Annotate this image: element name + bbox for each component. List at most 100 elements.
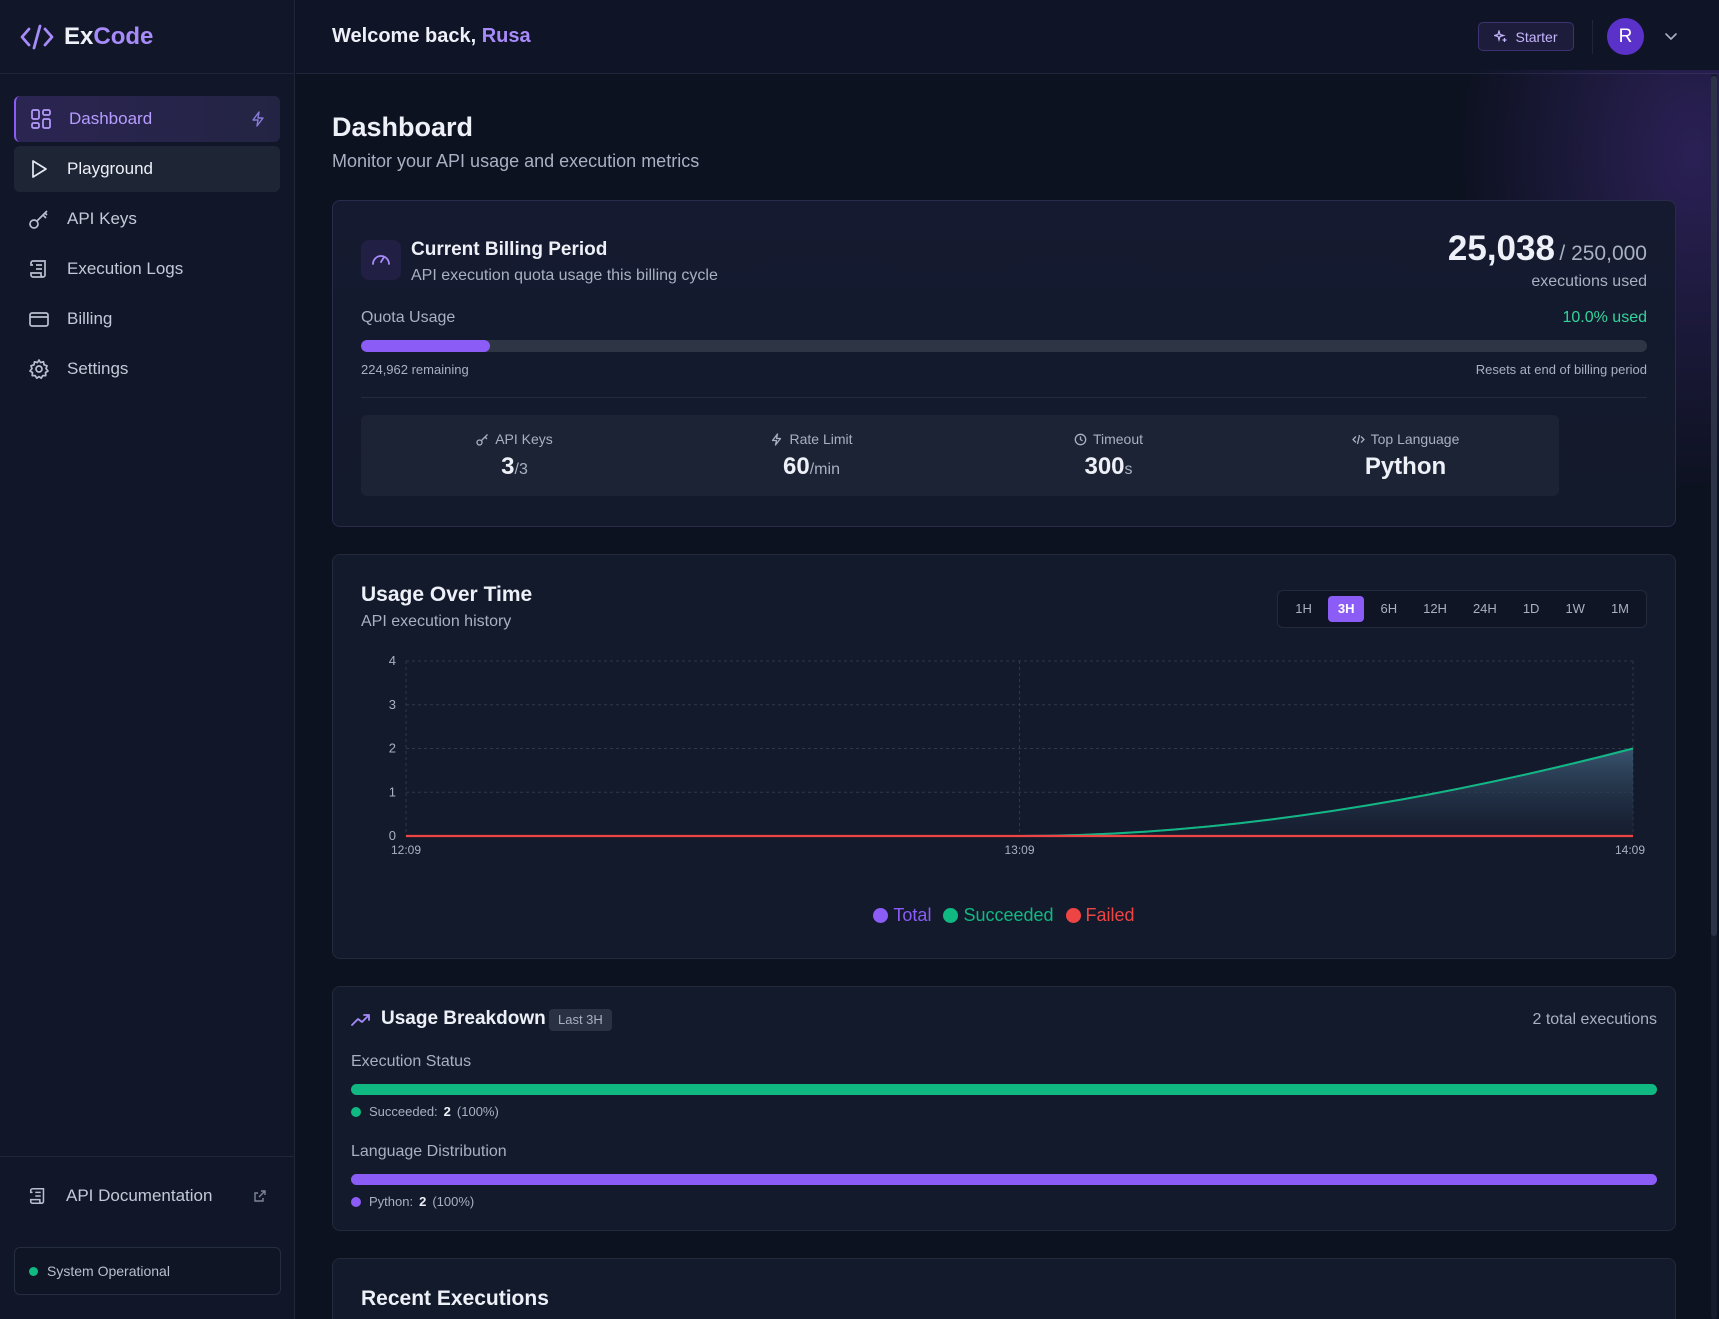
top-header: Welcome back, Rusa Starter R — [296, 0, 1719, 74]
recent-executions-title: Recent Executions — [361, 1287, 549, 1310]
stat-timeout: Timeout 300s — [955, 415, 1262, 496]
quota-usage-label: Quota Usage — [361, 309, 456, 326]
key-icon — [476, 433, 489, 446]
execution-status-legend: Succeeded: 2 (100%) — [351, 1104, 499, 1119]
range-tab-1h[interactable]: 1H — [1295, 601, 1312, 616]
plan-badge-button[interactable]: Starter — [1478, 22, 1574, 51]
stat-label: Timeout — [955, 431, 1262, 447]
stat-value: 300s — [955, 453, 1262, 481]
sidebar-item-api-keys[interactable]: API Keys — [14, 196, 280, 242]
sidebar-item-label: Dashboard — [69, 109, 153, 128]
dashboard-icon — [31, 109, 51, 129]
legend-item-total[interactable]: Total — [873, 905, 931, 926]
range-tab-24h[interactable]: 24H — [1472, 601, 1497, 616]
legend-label: Failed — [1085, 905, 1135, 925]
series-total-area — [406, 748, 1633, 836]
page-title: Dashboard — [332, 112, 474, 142]
language-distribution-legend: Python: 2 (100%) — [351, 1194, 474, 1209]
legend-label: Total — [893, 905, 932, 925]
bolt-icon — [252, 111, 264, 127]
x-tick-label: 13:09 — [1004, 843, 1034, 855]
legend-dot-icon — [873, 908, 889, 923]
usage-subtitle: API execution history — [361, 613, 512, 630]
stat-value-unit: /3 — [514, 461, 528, 478]
billing-title: Current Billing Period — [411, 239, 608, 260]
language-legend-count: 2 — [419, 1194, 427, 1209]
executions-used: 25,038 / 250,000 — [1448, 229, 1647, 269]
avatar[interactable]: R — [1607, 18, 1644, 55]
api-documentation-link[interactable]: API Documentation — [14, 1171, 281, 1221]
sidebar-item-dashboard[interactable]: Dashboard — [14, 96, 280, 142]
legend-item-failed[interactable]: Failed — [1065, 905, 1135, 926]
quota-remaining: 224,962 remaining — [361, 362, 469, 377]
stat-label-text: Timeout — [1092, 431, 1144, 447]
scroll-icon — [29, 1187, 45, 1205]
sidebar-item-playground[interactable]: Playground — [14, 146, 280, 192]
sidebar-item-label: Execution Logs — [67, 259, 184, 278]
welcome-text: Welcome back, — [332, 25, 477, 47]
clock-icon — [1074, 433, 1087, 445]
sidebar-item-label: API Keys — [67, 209, 137, 228]
chevron-down-icon[interactable] — [1663, 28, 1679, 44]
plan-label: Starter — [1515, 28, 1558, 45]
executions-used-count: 25,038 — [1447, 229, 1555, 268]
billing-period-card: Current Billing Period API execution quo… — [332, 200, 1676, 527]
chart-legend: Total Succeeded Failed — [333, 905, 1675, 926]
x-tick-label: 12:09 — [391, 843, 421, 855]
gear-icon — [29, 359, 49, 380]
sparkles-icon — [1494, 30, 1507, 43]
page-subtitle: Monitor your API usage and execution met… — [332, 151, 700, 171]
language-distribution-title: Language Distribution — [351, 1143, 507, 1160]
status-legend-label: Succeeded: — [369, 1104, 438, 1119]
x-tick-label: 14:09 — [1615, 843, 1645, 855]
code-logo-icon — [20, 24, 54, 49]
status-legend-pct: (100%) — [456, 1104, 499, 1119]
range-tab-1d[interactable]: 1D — [1522, 601, 1540, 616]
sidebar-item-billing[interactable]: Billing — [14, 296, 280, 342]
sidebar-item-settings[interactable]: Settings — [14, 346, 280, 392]
status-dot-icon — [29, 1266, 38, 1276]
page-scrollbar[interactable] — [1711, 74, 1717, 1319]
stat-label: Top Language — [1252, 431, 1559, 447]
sidebar: ExCode Dashboard Playground API Keys — [0, 0, 295, 1319]
brand[interactable]: ExCode — [0, 0, 294, 74]
billing-divider — [361, 397, 1647, 398]
quota-reset-note: Resets at end of billing period — [1475, 362, 1647, 377]
execution-status-bar — [351, 1084, 1657, 1095]
sidebar-footer: API Documentation System Operational — [0, 1156, 295, 1319]
legend-item-succeeded[interactable]: Succeeded — [943, 905, 1054, 926]
time-range-tabs: 1H 3H 6H 12H 24H 1D 1W 1M — [1277, 590, 1647, 628]
api-documentation-label: API Documentation — [66, 1186, 213, 1205]
scrollbar-thumb[interactable] — [1711, 76, 1717, 936]
y-tick-label: 0 — [389, 828, 396, 843]
range-tab-12h[interactable]: 12H — [1423, 601, 1447, 616]
sidebar-item-label: Playground — [67, 159, 154, 178]
app-name-accent: Code — [93, 22, 154, 50]
sidebar-item-label: Billing — [67, 309, 113, 328]
y-tick-label: 1 — [389, 784, 396, 799]
breakdown-title: Usage Breakdown — [381, 1008, 546, 1029]
gauge-icon-box — [361, 240, 401, 280]
range-tab-1m[interactable]: 1M — [1610, 601, 1629, 616]
stat-api-keys: API Keys 3/3 — [361, 415, 668, 496]
range-tab-3h[interactable]: 3H — [1327, 596, 1365, 622]
quota-progress-fill — [361, 340, 490, 352]
gauge-icon — [372, 255, 390, 265]
sidebar-item-execution-logs[interactable]: Execution Logs — [14, 246, 280, 292]
trending-up-icon — [351, 1014, 370, 1026]
legend-dot-icon — [1065, 908, 1081, 923]
recent-executions-card: Recent Executions — [332, 1258, 1676, 1319]
sidebar-item-label: Settings — [67, 359, 129, 378]
quota-percent: 10.0% used — [1562, 309, 1647, 326]
range-tab-6h[interactable]: 6H — [1380, 601, 1398, 616]
python-dot-icon — [351, 1196, 361, 1207]
system-status-label: System Operational — [47, 1263, 170, 1279]
range-tab-1w[interactable]: 1W — [1565, 601, 1585, 616]
key-icon — [29, 210, 48, 229]
language-distribution-bar — [351, 1174, 1657, 1185]
sidebar-nav: Dashboard Playground API Keys Execution … — [0, 74, 294, 392]
stat-value: 3/3 — [361, 453, 668, 481]
legend-dot-icon — [943, 908, 959, 923]
app-name: ExCode — [64, 23, 153, 51]
usage-title: Usage Over Time — [361, 583, 533, 606]
